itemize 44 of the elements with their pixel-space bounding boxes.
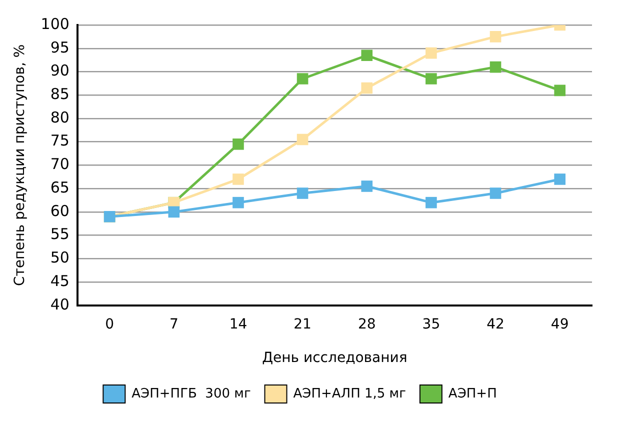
point — [426, 73, 437, 84]
point — [490, 61, 502, 73]
point — [426, 196, 437, 208]
y-tick-label: 55 — [50, 225, 70, 244]
y-tick-label: 100 — [40, 14, 70, 33]
point — [296, 188, 308, 199]
point — [361, 180, 373, 192]
x-tick-label: 49 — [550, 316, 569, 332]
point — [168, 206, 180, 218]
y-tick-label: 85 — [50, 84, 70, 103]
point — [232, 196, 244, 208]
point — [296, 134, 308, 146]
y-tick-label: 40 — [50, 295, 70, 314]
point — [361, 50, 373, 62]
point — [490, 31, 502, 42]
y-tick-label: 70 — [50, 155, 70, 174]
y-tick-label: 65 — [50, 178, 70, 196]
legend-label: АЭП+АЛП 1,5 мг — [293, 386, 406, 402]
y-tick-label: 80 — [50, 108, 70, 126]
x-tick-label: 7 — [169, 316, 178, 332]
point — [426, 47, 437, 59]
x-tick-label: 28 — [358, 316, 376, 332]
x-tick-label: 42 — [486, 316, 504, 332]
y-tick-label: 90 — [50, 62, 70, 80]
x-tick-label: 21 — [294, 316, 312, 332]
point — [554, 84, 566, 96]
x-tick-label: 0 — [105, 316, 114, 332]
point — [232, 138, 244, 150]
point — [361, 82, 373, 94]
legend-label: АЭП+ПГБ 300 мг — [132, 386, 251, 402]
x-tick-label: 35 — [422, 316, 440, 332]
x-axis-title: День исследования — [262, 350, 408, 366]
legend-label: АЭП+П — [448, 386, 497, 402]
point — [232, 174, 244, 185]
y-tick-label: 45 — [50, 272, 70, 290]
y-tick-label: 50 — [50, 248, 70, 267]
point — [490, 188, 502, 199]
y-tick-label: 95 — [50, 38, 70, 56]
y-tick-label: 75 — [50, 132, 70, 150]
y-tick-label: 60 — [50, 202, 70, 220]
point — [296, 73, 308, 84]
point — [554, 174, 566, 185]
y-axis-title: Степень редукции приступов, % — [12, 44, 28, 286]
x-tick-label: 14 — [229, 316, 248, 332]
